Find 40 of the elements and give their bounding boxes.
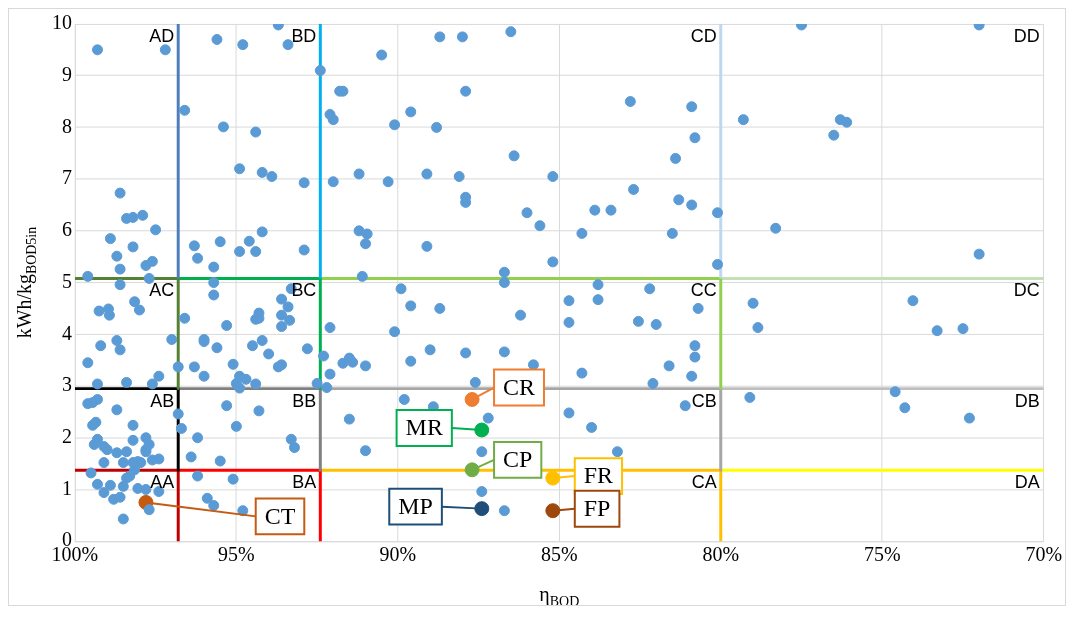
annotation: CA [691,472,717,493]
annotation: CR [503,373,536,400]
y-tick-label: 10 [51,11,72,34]
annotation: AA [150,472,175,493]
y-tick-label: 3 [61,373,72,396]
x-tick-label: 85% [541,543,578,566]
x-tick-label: 95% [218,543,255,566]
annotation: CP [503,446,533,473]
annotation: MR [405,414,443,441]
annotation: CC [690,280,717,301]
annotation: MP [398,492,433,519]
annotation: DB [1014,390,1040,411]
annotation: AB [150,390,175,411]
x-tick-label: 80% [702,543,740,566]
y-tick-label: 7 [61,166,72,189]
x-tick-label: 75% [863,543,901,566]
annotation: DA [1014,472,1040,493]
y-axis-title: kWh/kgBOD5in [12,226,39,339]
y-tick-label: 4 [61,321,72,344]
annotation: BB [292,390,317,411]
annotation: BA [292,472,317,493]
x-tick-label: 90% [379,543,417,566]
annotation: FR [583,462,614,489]
annotation: CB [691,390,717,411]
annotation: FP [583,494,611,521]
annotation: AD [149,25,175,46]
y-tick-label: 2 [61,425,72,447]
y-tick-label: 9 [61,62,72,85]
x-tick-label: 70% [1025,543,1062,566]
annotation: DC [1013,280,1040,301]
y-tick-label: 6 [61,218,72,241]
y-tick-label: 1 [61,476,72,499]
annotation: AC [149,280,175,301]
annotation: CD [690,25,717,46]
y-tick-label: 8 [61,114,72,137]
annotation: BD [291,25,317,46]
y-tick-label: 5 [61,269,72,292]
annotation: DD [1013,25,1040,46]
annotation: BC [291,280,317,301]
annotation: CT [264,502,296,529]
